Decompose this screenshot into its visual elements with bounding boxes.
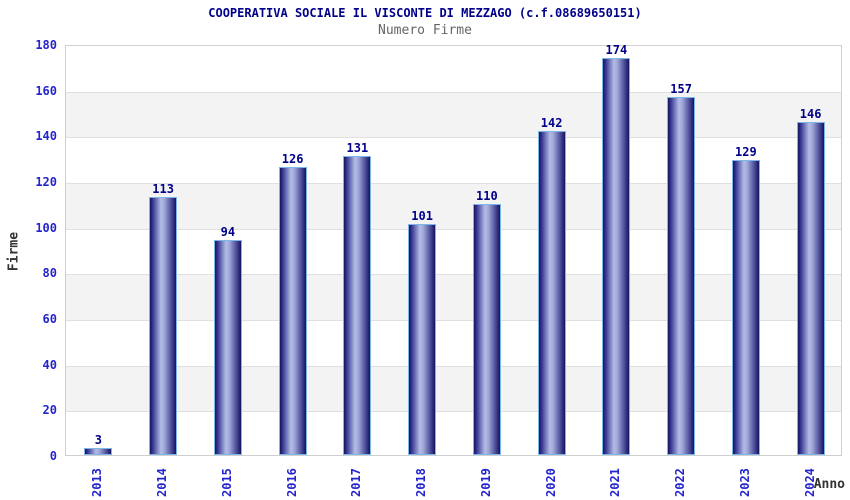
bar-2013 <box>84 448 113 455</box>
x-tick-label: 2016 <box>284 468 299 497</box>
x-tick-label: 2021 <box>608 468 623 497</box>
y-tick-label: 20 <box>42 403 57 418</box>
chart-title: COOPERATIVA SOCIALE IL VISCONTE DI MEZZA… <box>208 6 642 20</box>
y-tick-label: 120 <box>35 175 57 189</box>
gridline <box>66 365 841 367</box>
bar-2021 <box>602 57 631 455</box>
y-tick-label: 180 <box>35 38 57 52</box>
plot-area: 3 113 94 126 131 101 110 142 174 157 129 146 <box>65 42 842 456</box>
bar-value-label: 174 <box>605 42 628 57</box>
bar-value-label: 3 <box>94 433 102 448</box>
x-tick-label: 2015 <box>219 468 234 497</box>
plot-band <box>66 365 841 412</box>
y-tick-label: 60 <box>42 312 57 326</box>
bar-2015 <box>213 240 242 455</box>
y-tick-label: 160 <box>35 83 57 98</box>
x-tick-label: 2019 <box>478 468 493 497</box>
x-tick-label: 2014 <box>155 468 170 497</box>
gridline <box>66 274 841 276</box>
gridline <box>66 228 841 230</box>
y-tick-label: 100 <box>35 220 57 235</box>
bar-2014 <box>149 196 178 455</box>
bar-value-label: 126 <box>281 152 304 167</box>
bar-2023 <box>731 160 760 455</box>
bar-2024 <box>796 121 825 455</box>
bar-value-label: 129 <box>735 145 757 160</box>
bar-value-label: 131 <box>346 140 369 155</box>
bar-2022 <box>667 96 696 455</box>
y-tick-label: 140 <box>35 129 57 144</box>
x-tick-label: 2018 <box>414 468 429 497</box>
bar-value-label: 94 <box>220 225 236 240</box>
x-tick-label: 2022 <box>673 468 688 497</box>
gridline <box>66 183 841 184</box>
bar-2016 <box>278 167 307 455</box>
plot-band <box>66 183 841 229</box>
bar-value-label: 101 <box>411 209 433 224</box>
plot-band <box>66 274 841 320</box>
chart-subtitle: Numero Firme <box>378 23 472 38</box>
bar-value-label: 146 <box>799 106 822 121</box>
bar-value-label: 110 <box>476 188 498 203</box>
bar-2020 <box>537 130 566 455</box>
x-tick-label: 2023 <box>737 468 752 497</box>
y-tick-label: 40 <box>42 357 57 372</box>
y-tick-label: 80 <box>42 266 57 281</box>
plot-band <box>66 91 841 138</box>
x-axis-title: Anno <box>813 477 845 492</box>
gridline <box>66 320 841 321</box>
gridline <box>66 137 841 139</box>
bar-2018 <box>408 224 437 455</box>
gridline <box>66 411 841 413</box>
x-tick-label: 2020 <box>543 468 558 497</box>
gridline <box>66 91 841 93</box>
y-tick-label: 0 <box>49 449 57 463</box>
bar-value-label: 113 <box>152 181 174 196</box>
bar-2019 <box>472 203 501 455</box>
bar-value-label: 142 <box>540 115 563 130</box>
x-tick-label: 2017 <box>349 468 364 497</box>
bar-2017 <box>343 155 372 455</box>
x-tick-label: 2013 <box>90 468 105 497</box>
bar-value-label: 157 <box>670 81 692 96</box>
